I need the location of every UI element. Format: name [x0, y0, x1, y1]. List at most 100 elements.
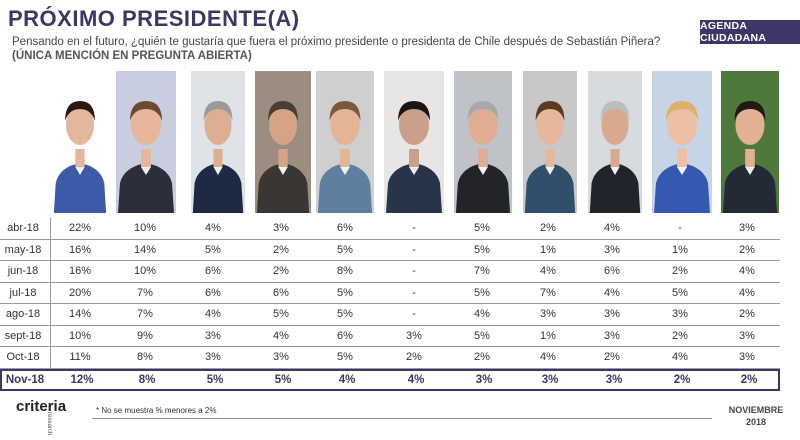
table-cell: 1% [540, 329, 556, 342]
table-row: jul-18 20% 7% 6% 6% 5% - 5% 7% 4% 5% 4% [0, 282, 780, 304]
table-cell: 4% [474, 308, 490, 320]
table-cell: 9% [137, 329, 153, 342]
row-label: jun-18 [7, 265, 39, 277]
table-cell: 3% [406, 329, 422, 342]
footer-divider [92, 418, 712, 419]
table-cell: - [412, 308, 416, 320]
column-separator [50, 218, 51, 239]
table-row: ago-18 14% 7% 4% 5% 5% - 4% 3% 3% 3% 2% [0, 304, 780, 326]
table-cell: 2% [740, 373, 758, 386]
table-row: Oct-18 11% 8% 3% 3% 5% 2% 2% 4% 2% 4% 3% [0, 347, 780, 369]
table-row: sept-18 10% 9% 3% 4% 6% 3% 5% 1% 3% 2% 3% [0, 325, 780, 347]
table-cell: - [412, 286, 416, 299]
agenda-badge: AGENDA CIUDADANA [700, 20, 800, 44]
table-cell: 3% [672, 308, 688, 320]
table-cell: 8% [137, 351, 153, 363]
table-cell: - [412, 243, 416, 256]
table-cell: 1% [540, 243, 556, 256]
table-cell: 4% [739, 265, 755, 277]
table-cell: 3% [273, 351, 289, 363]
table-cell: 3% [739, 329, 755, 342]
table-cell: 5% [205, 243, 221, 256]
page-title: PRÓXIMO PRESIDENTE(A) [8, 6, 300, 31]
table-cell: 4% [604, 222, 620, 234]
table-row: may-18 16% 14% 5% 2% 5% - 5% 1% 3% 1% 2% [0, 239, 780, 261]
table-row: jun-18 16% 10% 6% 2% 8% - 7% 4% 6% 2% 4% [0, 261, 780, 283]
question-note: (ÚNICA MENCIÓN EN PREGUNTA ABIERTA) [12, 50, 252, 62]
table-cell: 11% [69, 351, 91, 363]
table-cell: 4% [739, 286, 755, 299]
column-separator [50, 261, 51, 282]
candidate-photo-8 [523, 71, 577, 213]
table-cell: 4% [672, 351, 688, 363]
row-label: may-18 [4, 243, 42, 256]
table-cell: 7% [137, 286, 153, 299]
table-cell: 6% [337, 222, 353, 234]
table-cell: 5% [474, 329, 490, 342]
report-year: 2018 [745, 417, 767, 427]
candidate-photo-3 [191, 71, 245, 213]
table-cell: 4% [338, 373, 356, 386]
table-cell: 5% [206, 373, 224, 386]
table-cell: 3% [205, 329, 221, 342]
table-cell: 2% [672, 265, 688, 277]
table-cell: 3% [739, 351, 755, 363]
table-cell: 7% [540, 286, 556, 299]
table-cell: 7% [137, 308, 153, 320]
candidate-photo-1 [52, 71, 108, 213]
column-separator [50, 325, 51, 346]
table-cell: 4% [205, 308, 221, 320]
table-cell: 2% [739, 308, 755, 320]
results-table: abr-18 22% 10% 4% 3% 6% - 5% 2% 4% - 3% may-18 16% 14%… [0, 218, 780, 391]
table-cell: 6% [604, 265, 620, 277]
table-cell: 6% [273, 286, 289, 299]
table-cell: 20% [68, 286, 92, 299]
row-label: sept-18 [4, 329, 42, 342]
table-cell: 3% [540, 308, 556, 320]
table-cell: - [678, 222, 682, 234]
table-cell: 6% [205, 265, 221, 277]
table-cell: 4% [604, 286, 620, 299]
table-cell: 3% [273, 222, 289, 234]
table-row: abr-18 22% 10% 4% 3% 6% - 5% 2% 4% - 3% [0, 218, 780, 240]
table-cell: - [412, 265, 416, 277]
column-separator [50, 282, 51, 303]
table-cell: 4% [273, 329, 289, 342]
highlighted-row: Nov-18 12% 8% 5% 5% 4% 4% 3% 3% 3% 2% 2% [0, 368, 780, 391]
table-cell: 2% [540, 222, 556, 234]
table-cell: 2% [673, 373, 691, 386]
row-label: abr-18 [7, 222, 39, 234]
table-cell: 1% [672, 243, 688, 256]
table-cell: 10% [68, 329, 92, 342]
table-cell: 3% [604, 329, 620, 342]
table-cell: 3% [475, 373, 493, 386]
table-cell: 16% [68, 243, 92, 256]
table-cell: 2% [406, 351, 422, 363]
logo-subtext: research [46, 412, 52, 436]
table-cell: 3% [541, 373, 559, 386]
table-cell: 3% [604, 243, 620, 256]
criteria-logo: criteria [16, 398, 67, 415]
table-cell: 2% [273, 243, 289, 256]
table-cell: 22% [68, 222, 92, 234]
footnote: * No se muestra % menores a 2% [96, 406, 217, 415]
table-cell: 5% [274, 373, 292, 386]
candidate-photos [0, 71, 800, 213]
table-cell: 4% [407, 373, 425, 386]
table-cell: 3% [604, 308, 620, 320]
candidate-photo-2 [116, 71, 176, 213]
table-cell: 5% [337, 351, 353, 363]
table-cell: 5% [474, 222, 490, 234]
table-cell: 2% [273, 265, 289, 277]
table-cell: 4% [540, 265, 556, 277]
table-cell: 2% [604, 351, 620, 363]
table-cell: 7% [474, 265, 490, 277]
table-cell: 5% [474, 286, 490, 299]
question-text: Pensando en el futuro, ¿quién te gustarí… [12, 36, 661, 48]
row-label: Nov-18 [5, 373, 45, 386]
candidate-photo-10 [652, 71, 712, 213]
column-separator [50, 304, 51, 325]
table-cell: 5% [337, 243, 353, 256]
table-cell: 10% [133, 265, 157, 277]
candidate-photo-4 [255, 71, 311, 213]
